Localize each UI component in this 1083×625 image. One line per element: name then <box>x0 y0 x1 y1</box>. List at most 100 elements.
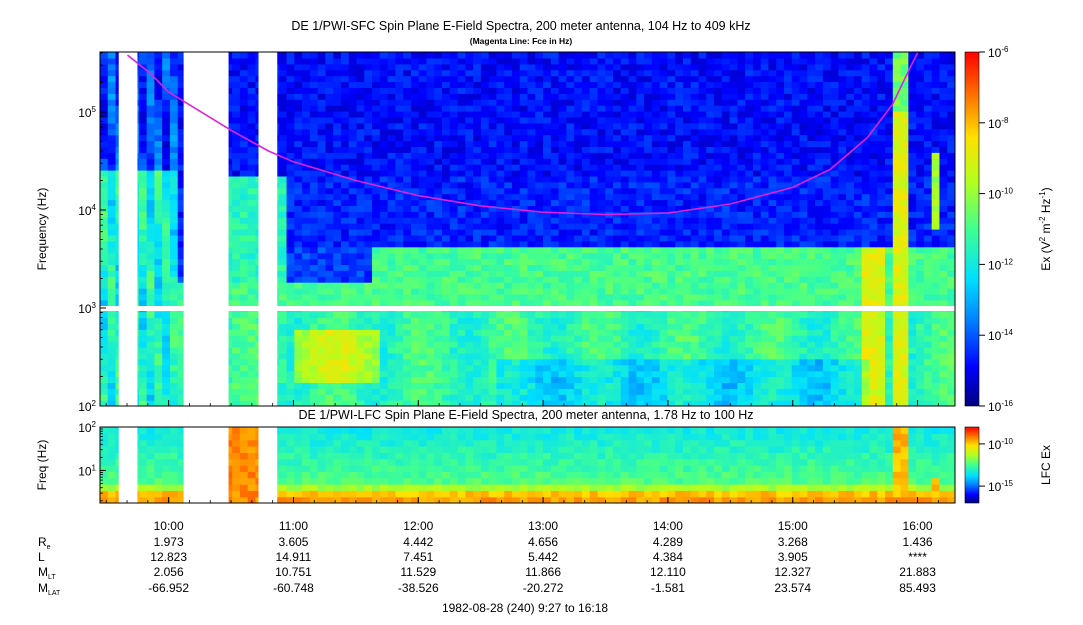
sfc-spectrogram-cell <box>488 181 498 189</box>
sfc-spectrogram-cell <box>714 246 723 254</box>
sfc-spectrogram-cell <box>558 128 567 136</box>
sfc-spectrogram-cell <box>682 152 692 159</box>
sfc-spectrogram-cell <box>581 158 591 165</box>
sfc-spectrogram-cell <box>659 152 669 159</box>
sfc-spectrogram-cell <box>613 246 622 254</box>
sfc-spectrogram-cell <box>597 229 606 236</box>
sfc-spectrogram-cell <box>379 282 389 289</box>
sfc-spectrogram-cell <box>667 358 676 366</box>
sfc-spectrogram-cell <box>333 370 342 378</box>
sfc-spectrogram-cell <box>387 105 396 112</box>
sfc-spectrogram-cell <box>636 394 645 401</box>
sfc-spectrogram-cell <box>379 128 389 136</box>
sfc-spectrogram-cell <box>169 57 179 65</box>
sfc-spectrogram-cell <box>107 187 117 195</box>
sfc-spectrogram-cell <box>317 347 327 354</box>
sfc-spectrogram-cell <box>465 270 474 277</box>
sfc-spectrogram-cell <box>100 240 109 248</box>
sfc-spectrogram-cell <box>278 105 288 112</box>
sfc-spectrogram-cell <box>403 116 412 124</box>
sfc-spectrogram-cell <box>504 299 513 307</box>
sfc-spectrogram-cell <box>154 400 163 406</box>
sfc-spectrogram-cell <box>613 57 622 65</box>
sfc-spectrogram-cell <box>550 63 560 71</box>
sfc-spectrogram-cell <box>519 223 529 230</box>
sfc-spectrogram-cell <box>636 358 645 366</box>
sfc-spectrogram-cell <box>107 223 117 230</box>
sfc-spectrogram-cell <box>566 116 575 124</box>
sfc-spectrogram-cell <box>706 52 715 59</box>
sfc-spectrogram-cell <box>620 234 630 242</box>
sfc-spectrogram-cell <box>651 276 661 283</box>
sfc-spectrogram-cell <box>309 329 319 336</box>
sfc-spectrogram-cell <box>138 270 148 277</box>
sfc-spectrogram-cell <box>372 175 381 183</box>
sfc-spectrogram-cell <box>675 57 684 65</box>
sfc-spectrogram-cell <box>659 111 669 118</box>
sfc-spectrogram-cell <box>286 364 295 372</box>
sfc-spectrogram-cell <box>154 240 163 248</box>
sfc-spectrogram-cell <box>418 111 428 118</box>
sfc-spectrogram-cell <box>442 270 451 277</box>
sfc-spectrogram-cell <box>729 311 738 319</box>
sfc-spectrogram-cell <box>317 199 327 206</box>
sfc-spectrogram-cell <box>356 352 365 360</box>
sfc-spectrogram-cell <box>348 293 358 301</box>
sfc-spectrogram-cell <box>496 240 505 248</box>
sfc-spectrogram-cell <box>597 347 606 354</box>
sfc-spectrogram-cell <box>333 258 342 265</box>
sfc-spectrogram-cell <box>387 93 396 100</box>
sfc-spectrogram-cell <box>574 282 583 289</box>
sfc-spectrogram-cell <box>651 258 661 265</box>
sfc-spectrogram-cell <box>403 175 412 183</box>
sfc-spectrogram-cell <box>737 75 746 83</box>
sfc-spectrogram-cell <box>138 388 148 395</box>
sfc-spectrogram-cell <box>317 211 327 218</box>
sfc-spectrogram-cell <box>659 187 669 195</box>
sfc-spectrogram-cell <box>403 311 412 319</box>
sfc-spectrogram-cell <box>107 288 117 295</box>
sfc-spectrogram-cell <box>348 288 358 295</box>
sfc-spectrogram-cell <box>457 382 466 389</box>
sfc-spectrogram-cell <box>107 252 117 260</box>
sfc-spectrogram-cell <box>333 175 342 183</box>
sfc-spectrogram-cell <box>426 400 435 406</box>
sfc-spectrogram-cell <box>574 211 583 218</box>
sfc-spectrogram-cell <box>535 347 544 354</box>
sfc-spectrogram-cell <box>574 382 583 389</box>
sfc-spectrogram-cell <box>247 288 257 295</box>
sfc-spectrogram-cell <box>558 352 567 360</box>
sfc-spectrogram-cell <box>146 75 156 83</box>
sfc-spectrogram-cell <box>605 152 614 159</box>
sfc-spectrogram-cell <box>496 146 505 153</box>
sfc-spectrogram-cell <box>566 311 575 319</box>
sfc-spectrogram-cell <box>418 270 428 277</box>
sfc-spectrogram-cell <box>162 270 171 277</box>
sfc-spectrogram-cell <box>737 175 746 183</box>
sfc-spectrogram-cell <box>597 134 606 142</box>
sfc-spectrogram-cell <box>698 193 707 201</box>
sfc-spectrogram-cell <box>138 193 148 201</box>
sfc-spectrogram-cell <box>644 69 653 77</box>
sfc-spectrogram-cell <box>154 181 163 189</box>
sfc-spectrogram-cell <box>558 205 567 212</box>
sfc-spectrogram-cell <box>286 181 295 189</box>
sfc-spectrogram-cell <box>286 187 295 195</box>
sfc-spectrogram-cell <box>372 116 381 124</box>
sfc-spectrogram-cell <box>605 69 614 77</box>
sfc-spectrogram-cell <box>690 388 700 395</box>
sfc-spectrogram-cell <box>714 116 723 124</box>
sfc-spectrogram-cell <box>659 170 669 177</box>
sfc-spectrogram-cell <box>364 199 373 206</box>
sfc-spectrogram-cell <box>597 152 606 159</box>
sfc-spectrogram-cell <box>286 376 295 383</box>
sfc-spectrogram-cell <box>162 170 171 177</box>
sfc-spectrogram-cell <box>659 335 669 342</box>
sfc-spectrogram-cell <box>543 246 552 254</box>
sfc-spectrogram-cell <box>302 193 311 201</box>
sfc-spectrogram-cell <box>403 276 412 283</box>
sfc-spectrogram-cell <box>737 105 746 112</box>
sfc-spectrogram-cell <box>247 276 257 283</box>
sfc-spectrogram-cell <box>706 199 715 206</box>
sfc-spectrogram-cell <box>340 323 350 330</box>
